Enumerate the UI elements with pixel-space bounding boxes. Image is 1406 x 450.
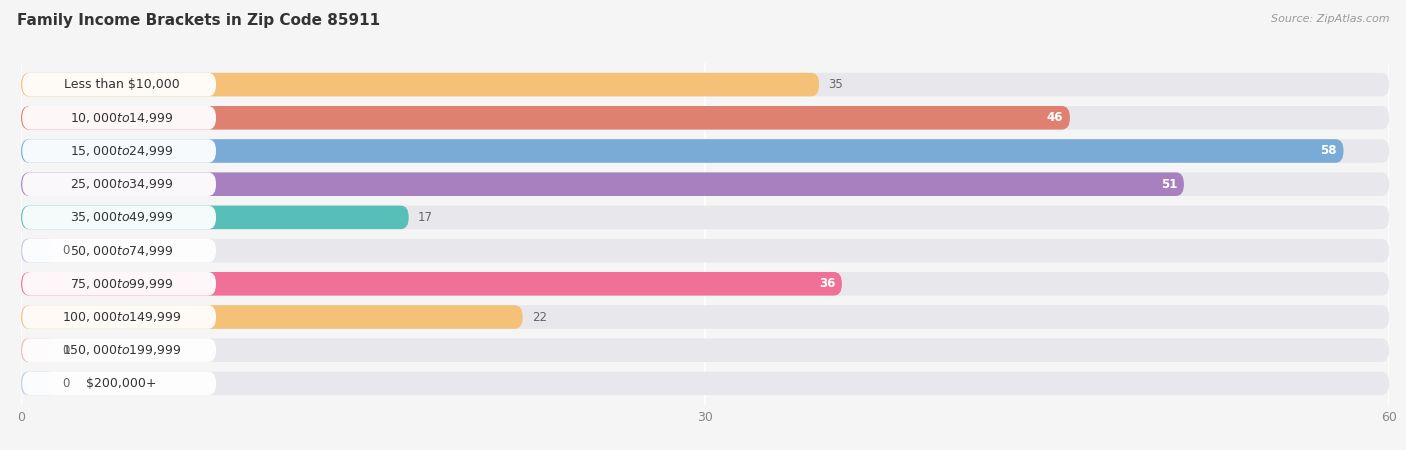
FancyBboxPatch shape — [21, 372, 1389, 395]
Text: $50,000 to $74,999: $50,000 to $74,999 — [70, 243, 173, 257]
Text: Less than $10,000: Less than $10,000 — [63, 78, 180, 91]
Text: 0: 0 — [62, 344, 69, 357]
Text: $15,000 to $24,999: $15,000 to $24,999 — [70, 144, 173, 158]
FancyBboxPatch shape — [21, 139, 1389, 163]
FancyBboxPatch shape — [21, 305, 1389, 329]
FancyBboxPatch shape — [21, 172, 1389, 196]
Text: 0: 0 — [62, 244, 69, 257]
FancyBboxPatch shape — [21, 272, 1389, 296]
Text: $25,000 to $34,999: $25,000 to $34,999 — [70, 177, 173, 191]
FancyBboxPatch shape — [22, 305, 217, 329]
Text: 0: 0 — [62, 377, 69, 390]
Text: $10,000 to $14,999: $10,000 to $14,999 — [70, 111, 173, 125]
FancyBboxPatch shape — [22, 139, 217, 163]
FancyBboxPatch shape — [21, 338, 55, 362]
FancyBboxPatch shape — [21, 239, 1389, 262]
Text: Family Income Brackets in Zip Code 85911: Family Income Brackets in Zip Code 85911 — [17, 14, 380, 28]
FancyBboxPatch shape — [22, 172, 217, 196]
Text: $200,000+: $200,000+ — [86, 377, 156, 390]
FancyBboxPatch shape — [22, 73, 217, 96]
Text: 46: 46 — [1046, 111, 1063, 124]
FancyBboxPatch shape — [22, 106, 217, 130]
Text: $35,000 to $49,999: $35,000 to $49,999 — [70, 211, 173, 225]
FancyBboxPatch shape — [22, 338, 217, 362]
Text: 17: 17 — [418, 211, 433, 224]
Text: $100,000 to $149,999: $100,000 to $149,999 — [62, 310, 181, 324]
FancyBboxPatch shape — [21, 206, 409, 229]
Text: 36: 36 — [818, 277, 835, 290]
Text: Source: ZipAtlas.com: Source: ZipAtlas.com — [1271, 14, 1389, 23]
FancyBboxPatch shape — [21, 106, 1070, 130]
FancyBboxPatch shape — [22, 272, 217, 296]
FancyBboxPatch shape — [21, 372, 55, 395]
FancyBboxPatch shape — [21, 73, 820, 96]
Text: 35: 35 — [828, 78, 844, 91]
FancyBboxPatch shape — [21, 305, 523, 329]
FancyBboxPatch shape — [21, 338, 1389, 362]
FancyBboxPatch shape — [22, 239, 217, 262]
Text: $75,000 to $99,999: $75,000 to $99,999 — [70, 277, 173, 291]
FancyBboxPatch shape — [22, 372, 217, 395]
FancyBboxPatch shape — [21, 73, 1389, 96]
FancyBboxPatch shape — [21, 106, 1389, 130]
FancyBboxPatch shape — [21, 139, 1344, 163]
Text: 58: 58 — [1320, 144, 1337, 158]
Text: 22: 22 — [531, 310, 547, 324]
Text: $150,000 to $199,999: $150,000 to $199,999 — [62, 343, 181, 357]
FancyBboxPatch shape — [21, 206, 1389, 229]
FancyBboxPatch shape — [22, 206, 217, 229]
FancyBboxPatch shape — [21, 172, 1184, 196]
Text: 51: 51 — [1161, 178, 1177, 191]
FancyBboxPatch shape — [21, 272, 842, 296]
FancyBboxPatch shape — [21, 239, 55, 262]
